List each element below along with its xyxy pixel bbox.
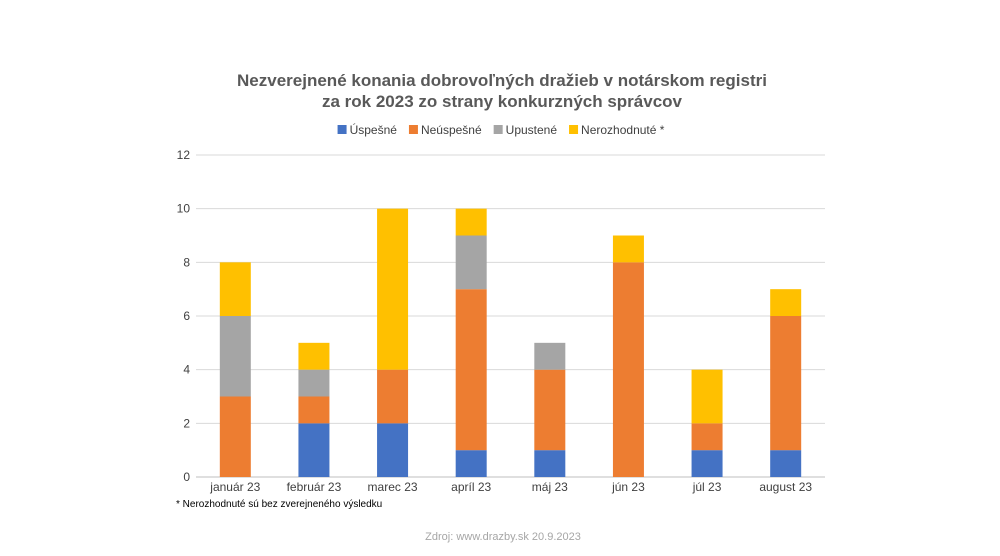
bar-segment xyxy=(612,262,644,477)
y-tick-label: 6 xyxy=(183,309,190,323)
bar-segment xyxy=(298,369,330,397)
legend-item: Nerozhodnuté * xyxy=(569,123,665,137)
source-note: Zdroj: www.drazby.sk 20.9.2023 xyxy=(425,531,581,543)
legend-label: Nerozhodnuté * xyxy=(581,123,665,137)
x-tick-label: júl 23 xyxy=(692,480,722,494)
y-tick-label: 12 xyxy=(177,148,191,162)
bar-segment xyxy=(377,369,409,424)
bar-segment xyxy=(298,423,330,477)
bar-segment xyxy=(534,450,566,477)
y-tick-label: 0 xyxy=(183,470,190,484)
chart-title-line-2: za rok 2023 zo strany konkurzných správc… xyxy=(322,92,683,111)
bar-segment xyxy=(219,316,251,397)
legend-swatch xyxy=(493,125,503,134)
y-tick-label: 2 xyxy=(183,416,190,430)
bar-segment xyxy=(612,235,644,263)
bar-segment xyxy=(219,262,251,316)
legend-swatch xyxy=(408,125,418,134)
legend-swatch xyxy=(569,125,579,134)
bar-segment xyxy=(455,289,487,451)
bar-segment xyxy=(534,342,566,370)
bar-segment xyxy=(691,369,723,424)
x-tick-label: apríl 23 xyxy=(451,480,491,494)
legend-label: Úspešné xyxy=(350,122,398,137)
x-axis: január 23 február 23 marec 23 apríl 23 máj 2… xyxy=(209,480,812,494)
gridlines xyxy=(196,154,825,478)
y-tick-label: 8 xyxy=(183,255,190,269)
bar-segment xyxy=(455,450,487,477)
x-tick-label: máj 23 xyxy=(532,480,568,494)
bars xyxy=(219,208,802,477)
bar-segment xyxy=(534,369,566,451)
x-tick-label: august 23 xyxy=(759,480,812,494)
x-tick-label: január 23 xyxy=(209,480,260,494)
bar-segment xyxy=(455,208,487,236)
bar-segment xyxy=(298,342,330,370)
y-tick-label: 10 xyxy=(177,202,191,216)
footnote: * Nerozhodnuté sú bez zverejneného výsle… xyxy=(176,499,382,510)
bar-segment xyxy=(691,450,723,477)
chart-title-line-1: Nezverejnené konania dobrovoľných dražie… xyxy=(237,71,767,90)
y-axis: 0 2 4 6 8 10 12 xyxy=(177,148,191,484)
bar-segment xyxy=(770,450,802,477)
legend-item: Neúspešné xyxy=(408,123,482,137)
bar-segment xyxy=(377,423,409,477)
legend-item: Upustené xyxy=(493,123,558,137)
legend-swatch xyxy=(337,125,347,134)
bar-segment xyxy=(770,289,802,316)
legend-label: Neúspešné xyxy=(421,123,482,137)
bar-segment xyxy=(770,316,802,451)
bar-segment xyxy=(219,396,251,477)
legend-label: Upustené xyxy=(506,123,558,137)
legend-item: Úspešné xyxy=(337,122,398,137)
bar-segment xyxy=(691,423,723,451)
bar-segment xyxy=(298,396,330,424)
bar-segment xyxy=(377,208,409,370)
x-tick-label: február 23 xyxy=(287,480,342,494)
x-tick-label: marec 23 xyxy=(368,480,418,494)
legend: Úspešné Neúspešné Upustené Nerozhodnuté * xyxy=(337,122,665,137)
bar-segment xyxy=(455,235,487,290)
x-tick-label: jún 23 xyxy=(611,480,645,494)
y-tick-label: 4 xyxy=(183,363,190,377)
